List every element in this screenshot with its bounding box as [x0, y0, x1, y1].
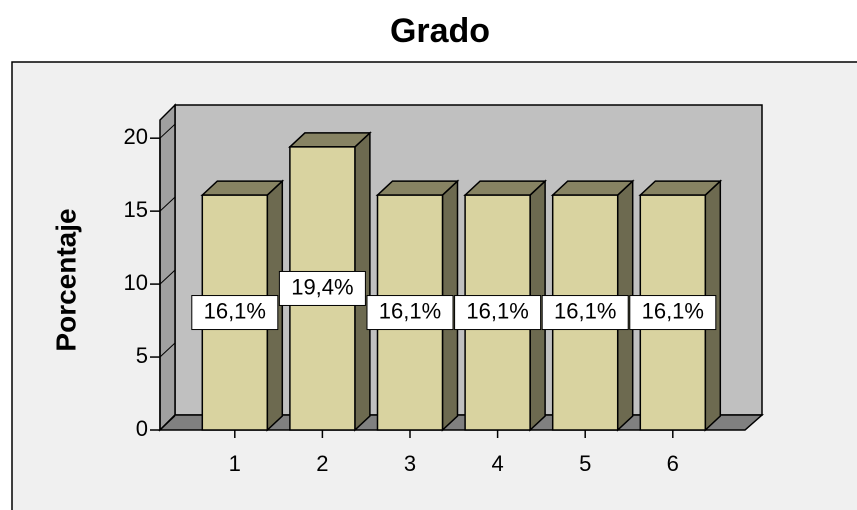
y-axis-label: Porcentaje [50, 208, 81, 351]
y-tick-label: 5 [136, 343, 148, 368]
bar-top [638, 180, 723, 196]
bar-top [200, 180, 285, 196]
value-label: 19,4% [291, 274, 353, 299]
bar-top [550, 180, 635, 196]
value-label: 16,1% [642, 298, 704, 323]
y-tick-label: 15 [124, 197, 148, 222]
side-wall [159, 103, 176, 432]
y-tick-label: 20 [124, 124, 148, 149]
value-label-box [366, 295, 454, 331]
value-label-box [454, 295, 542, 331]
x-tick-label: 2 [316, 451, 328, 476]
y-tick-depth [159, 196, 176, 212]
x-tick-label: 6 [667, 451, 679, 476]
y-tick-depth [159, 123, 176, 139]
value-label: 16,1% [379, 298, 441, 323]
y-tick-label: 10 [124, 270, 148, 295]
x-tick-label: 5 [579, 451, 591, 476]
x-tick-label: 4 [491, 451, 503, 476]
value-label-box [191, 295, 279, 331]
chart-title: Grado [390, 12, 490, 50]
y-tick-label: 0 [136, 416, 148, 441]
bar-top [375, 180, 460, 196]
value-label-box [278, 270, 366, 306]
value-label: 16,1% [466, 298, 528, 323]
x-tick-label: 1 [229, 451, 241, 476]
bar-top [463, 180, 548, 196]
value-label-box [629, 295, 717, 331]
y-tick-depth [159, 415, 176, 431]
y-tick-depth [159, 269, 176, 285]
y-tick-depth [159, 342, 176, 358]
bar-top [287, 132, 372, 148]
value-label-box [541, 295, 629, 331]
x-tick-label: 3 [404, 451, 416, 476]
value-label: 16,1% [204, 298, 266, 323]
value-label: 16,1% [554, 298, 616, 323]
